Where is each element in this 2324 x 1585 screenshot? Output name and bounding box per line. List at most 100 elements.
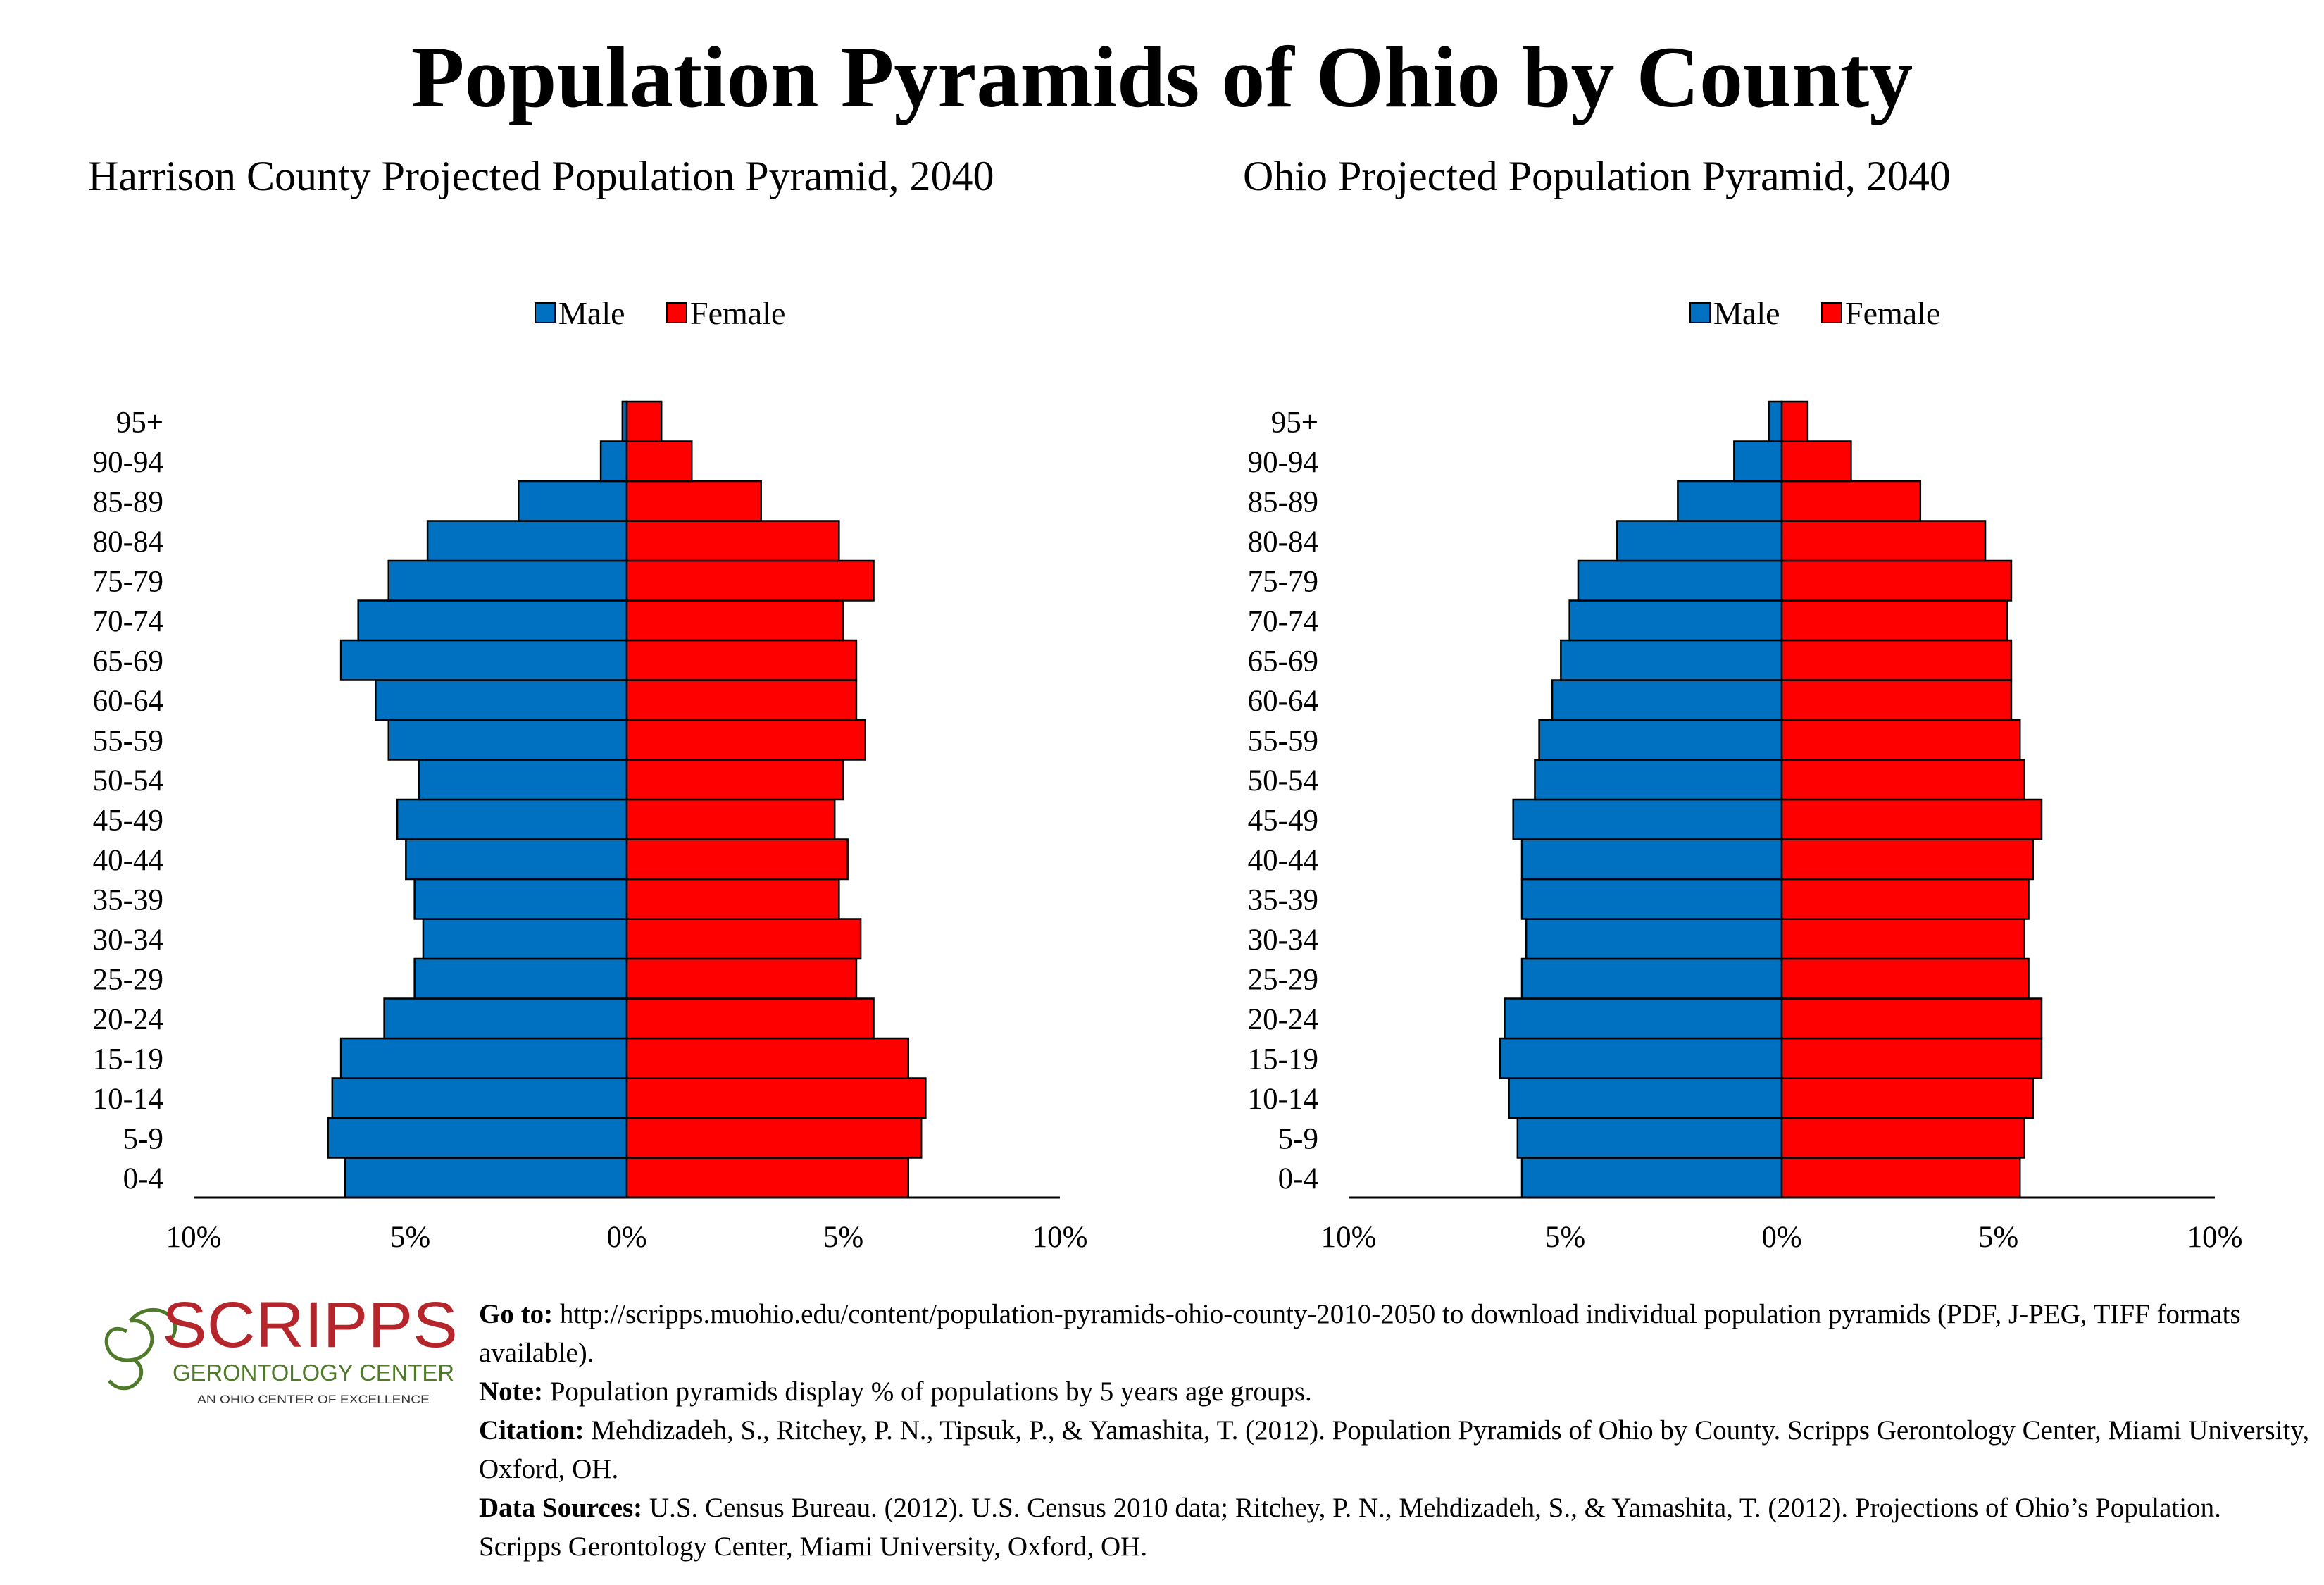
harrison-age-label-65-69: 65-69 [93, 645, 163, 678]
harrison-bar-female-70-74 [625, 599, 844, 642]
footer-citation: Citation: Mehdizadeh, S., Ritchey, P. N.… [479, 1415, 2310, 1484]
harrison-age-label-35-39: 35-39 [93, 883, 163, 916]
ohio-age-label-85-89: 85-89 [1248, 485, 1318, 518]
ohio-bar-female-30-34 [1780, 918, 2025, 960]
footer-sources: Data Sources: U.S. Census Bureau. (2012)… [479, 1493, 2221, 1562]
harrison-bar-female-30-34 [625, 918, 862, 960]
harrison-bar-male-80-84 [426, 520, 628, 562]
harrison-age-label-5-9: 5-9 [123, 1122, 163, 1155]
footer-goto: Go to: http://scripps.muohio.edu/content… [479, 1299, 2241, 1368]
harrison-bar-female-40-44 [625, 838, 849, 881]
ohio-bar-male-30-34 [1525, 918, 1783, 960]
ohio-legend-swatch-male [1689, 302, 1711, 323]
harrison-legend-label-female: Female [690, 295, 785, 331]
ohio-bar-female-35-39 [1780, 878, 2030, 920]
harrison-age-label-0-4: 0-4 [123, 1162, 163, 1195]
harrison-age-label-55-59: 55-59 [93, 724, 163, 757]
ohio-age-label-30-34: 30-34 [1248, 924, 1318, 957]
harrison-bar-female-50-54 [625, 759, 844, 801]
ohio-bar-female-55-59 [1780, 719, 2021, 761]
ohio-bar-male-70-74 [1568, 599, 1783, 642]
ohio-bar-male-60-64 [1551, 679, 1783, 721]
harrison-age-label-90-94: 90-94 [93, 446, 163, 479]
harrison-bar-female-15-19 [625, 1037, 909, 1079]
ohio-age-label-70-74: 70-74 [1248, 605, 1318, 638]
harrison-bar-male-5-9 [327, 1117, 628, 1159]
harrison-bar-female-10-14 [625, 1077, 927, 1119]
ohio-legend-label-male: Male [1713, 295, 1780, 331]
logo-name: SCRIPPS [162, 1289, 458, 1361]
ohio-bar-male-10-14 [1508, 1077, 1783, 1119]
harrison-age-label-20-24: 20-24 [93, 1003, 163, 1036]
ohio-bar-female-5-9 [1780, 1117, 2025, 1159]
ohio-age-label-20-24: 20-24 [1248, 1003, 1318, 1036]
ohio-x-tick-label: 5% [1978, 1221, 2018, 1254]
ohio-age-label-35-39: 35-39 [1248, 883, 1318, 916]
ohio-age-label-75-79: 75-79 [1248, 565, 1318, 598]
ohio-x-tick-label: 0% [1761, 1221, 1801, 1254]
harrison-bar-female-55-59 [625, 719, 866, 761]
harrison-bar-male-65-69 [339, 639, 628, 681]
harrison-bar-male-0-4 [344, 1157, 628, 1199]
ohio-age-label-45-49: 45-49 [1248, 804, 1318, 837]
ohio-bar-male-95+ [1768, 400, 1783, 442]
ohio-bar-female-85-89 [1780, 480, 1922, 522]
ohio-bar-female-75-79 [1780, 559, 2013, 602]
ohio-age-label-0-4: 0-4 [1278, 1162, 1318, 1195]
ohio-bar-female-0-4 [1780, 1157, 2021, 1199]
harrison-bar-male-10-14 [331, 1077, 628, 1119]
ohio-age-label-95+: 95+ [1271, 406, 1318, 439]
harrison-bar-male-55-59 [387, 719, 628, 761]
ohio-bar-male-40-44 [1520, 838, 1783, 881]
ohio-bar-female-65-69 [1780, 639, 2013, 681]
harrison-bar-female-35-39 [625, 878, 840, 920]
harrison-x-tick-label: 5% [823, 1221, 863, 1254]
harrison-bar-male-60-64 [375, 679, 628, 721]
ohio-bar-male-65-69 [1560, 639, 1783, 681]
ohio-x-tick-label: 5% [1545, 1221, 1585, 1254]
ohio-x-tick-label: 10% [1321, 1221, 1377, 1254]
ohio-bar-male-90-94 [1733, 440, 1783, 483]
harrison-bar-female-60-64 [625, 679, 858, 721]
ohio-bar-female-50-54 [1780, 759, 2025, 801]
ohio-bar-male-55-59 [1538, 719, 1783, 761]
ohio-bar-female-80-84 [1780, 520, 1987, 562]
ohio-legend-swatch-female [1821, 302, 1842, 323]
logo-subtitle: GERONTOLOGY CENTER [173, 1360, 454, 1386]
footer-notes: Go to: http://scripps.muohio.edu/content… [479, 1295, 2310, 1566]
harrison-bar-female-25-29 [625, 957, 858, 1000]
harrison-legend: Male Female [535, 295, 785, 331]
harrison-bar-male-75-79 [387, 559, 628, 602]
swirl-icon [104, 1307, 177, 1391]
harrison-age-label-10-14: 10-14 [93, 1083, 163, 1116]
harrison-bar-male-20-24 [383, 997, 628, 1040]
ohio-bar-female-90-94 [1780, 440, 1852, 483]
harrison-bar-female-75-79 [625, 559, 875, 602]
ohio-age-label-5-9: 5-9 [1278, 1122, 1318, 1155]
harrison-pyramid-chart: Harrison County Projected Population Pyr… [88, 153, 1087, 1254]
harrison-age-label-40-44: 40-44 [93, 844, 163, 877]
harrison-bar-female-5-9 [625, 1117, 923, 1159]
ohio-bar-female-15-19 [1780, 1037, 2043, 1079]
ohio-bar-female-45-49 [1780, 798, 2043, 840]
harrison-age-label-75-79: 75-79 [93, 565, 163, 598]
ohio-bar-male-35-39 [1520, 878, 1783, 920]
ohio-age-label-90-94: 90-94 [1248, 446, 1318, 479]
ohio-bar-male-75-79 [1577, 559, 1783, 602]
harrison-bar-male-50-54 [418, 759, 628, 801]
harrison-age-label-85-89: 85-89 [93, 485, 163, 518]
ohio-age-label-15-19: 15-19 [1248, 1043, 1318, 1076]
harrison-bar-female-90-94 [625, 440, 693, 483]
harrison-bar-male-35-39 [413, 878, 628, 920]
harrison-bar-male-25-29 [413, 957, 628, 1000]
ohio-chart-title: Ohio Projected Population Pyramid, 2040 [1243, 153, 1951, 199]
harrison-bar-female-95+ [625, 400, 663, 442]
ohio-bar-male-5-9 [1516, 1117, 1783, 1159]
harrison-bar-male-70-74 [357, 599, 628, 642]
harrison-bar-male-15-19 [339, 1037, 628, 1079]
harrison-legend-swatch-female [666, 302, 687, 323]
ohio-age-label-10-14: 10-14 [1248, 1083, 1318, 1116]
ohio-age-label-40-44: 40-44 [1248, 844, 1318, 877]
harrison-age-label-25-29: 25-29 [93, 963, 163, 996]
ohio-bar-female-20-24 [1780, 997, 2043, 1040]
